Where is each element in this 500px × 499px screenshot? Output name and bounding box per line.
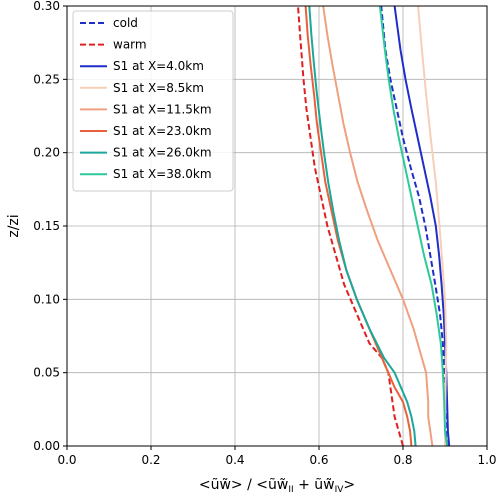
x-tick-label: 0.2 [141,453,160,467]
x-tick-label: 1.0 [477,453,496,467]
series-line-3 [417,5,448,446]
y-tick-label: 0.20 [33,146,60,160]
series-line-1 [297,5,404,447]
legend-label-3: S1 at X=8.5km [113,81,204,95]
series-line-4 [322,5,434,447]
legend-label-5: S1 at X=23.0km [113,124,212,138]
series-line-2 [393,5,451,447]
y-tick-label: 0.00 [33,439,60,453]
y-tick-label: 0.10 [33,292,60,306]
x-axis-label: <ũw̃> / <ũw̃II + ũw̃IV> [199,477,355,495]
x-tick-label: 0.4 [225,453,244,467]
legend-label-1: warm [113,38,147,52]
legend-label-0: cold [113,16,138,30]
x-tick-label: 0.0 [57,453,76,467]
legend-label-4: S1 at X=11.5km [113,102,212,116]
y-tick-label: 0.05 [33,366,60,380]
y-tick-label: 0.25 [33,72,60,86]
ticks: 0.0 0.2 0.4 0.6 0.8 1.0 0.00 0.05 0.10 0.15 0.20 0.… [33,0,496,467]
y-axis-label: z/zi [6,214,22,237]
y-tick-label: 0.30 [33,0,60,13]
legend-label-7: S1 at X=38.0km [113,167,212,181]
legend: cold warm S1 at X=4.0km S1 at X=8.5km S1 at … [72,10,234,192]
x-tick-label: 0.6 [309,453,328,467]
x-tick-label: 0.8 [393,453,412,467]
legend-label-2: S1 at X=4.0km [113,59,204,73]
series-lines [297,5,451,447]
series-line-7 [378,5,449,447]
legend-label-6: S1 at X=26.0km [113,146,212,160]
series-line-6 [308,5,417,447]
y-tick-label: 0.15 [33,219,60,233]
legend-frame [72,10,234,192]
